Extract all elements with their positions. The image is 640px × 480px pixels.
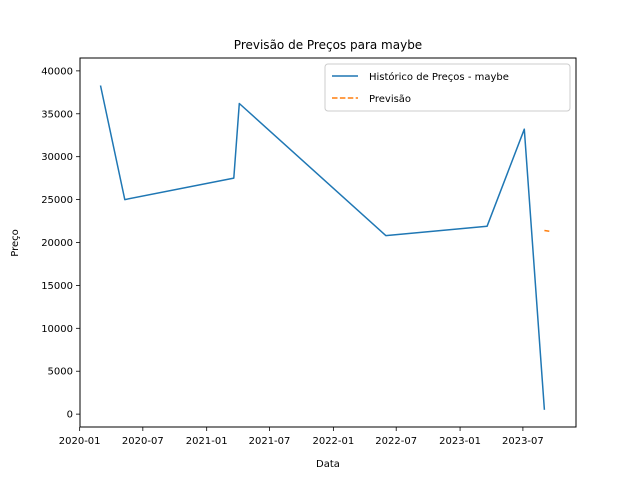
- y-tick-label: 20000: [41, 238, 73, 249]
- y-tick-label: 10000: [41, 324, 73, 335]
- y-tick-label: 0: [67, 410, 73, 421]
- x-tick-label: 2022-07: [375, 436, 417, 447]
- series-line-historico: [99, 85, 546, 410]
- y-tick-label: 30000: [41, 152, 73, 163]
- x-tick-label: 2021-01: [186, 436, 228, 447]
- y-tick-label: 40000: [41, 66, 73, 77]
- x-tick-label: 2020-01: [59, 436, 101, 447]
- series-layer: [99, 85, 550, 410]
- x-tick-label: 2023-01: [439, 436, 481, 447]
- y-tick-label: 35000: [41, 109, 73, 120]
- x-tick-label: 2023-07: [502, 436, 544, 447]
- legend-label-historico: Histórico de Preços - maybe: [369, 71, 509, 83]
- legend-box: [324, 63, 571, 112]
- legend: Histórico de Preços - maybe Previsão: [324, 63, 571, 112]
- x-axis: 2020-01 2020-07 2021-01 2021-07 2022-01 2022-…: [59, 427, 544, 447]
- y-tick-label: 15000: [41, 281, 73, 292]
- y-axis: 0 5000 10000 15000 20000 25000 30000 35000 40000: [41, 66, 80, 421]
- x-tick-label: 2021-07: [249, 436, 291, 447]
- legend-label-previsao: Previsão: [369, 94, 411, 105]
- chart-title: Previsão de Preços para maybe: [234, 38, 422, 52]
- y-tick-label: 25000: [41, 195, 73, 206]
- series-line-previsao: [544, 229, 550, 233]
- y-tick-label: 5000: [48, 367, 73, 378]
- x-tick-label: 2020-07: [122, 436, 164, 447]
- x-axis-title: Data: [316, 459, 340, 470]
- y-axis-title: Preço: [10, 229, 21, 257]
- x-tick-label: 2022-01: [312, 436, 354, 447]
